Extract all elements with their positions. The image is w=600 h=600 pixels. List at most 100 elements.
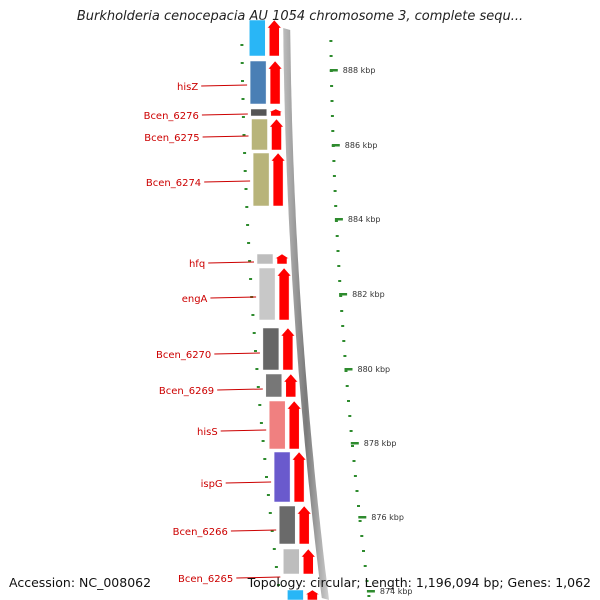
gene-arrow[interactable] bbox=[270, 152, 286, 207]
minor-tick bbox=[336, 250, 340, 252]
major-tick bbox=[366, 590, 375, 593]
gene-arrow[interactable] bbox=[291, 451, 307, 503]
inner-tick bbox=[261, 440, 265, 442]
minor-tick bbox=[348, 415, 352, 417]
minor-tick bbox=[342, 340, 346, 342]
gene-arrow[interactable] bbox=[296, 505, 312, 545]
inner-tick bbox=[246, 224, 250, 226]
cog-box bbox=[287, 589, 304, 600]
leader-line bbox=[214, 352, 260, 355]
inner-tick bbox=[245, 206, 249, 208]
minor-tick bbox=[332, 175, 336, 177]
kbp-label: 886 kbp bbox=[345, 141, 378, 150]
minor-tick bbox=[351, 445, 354, 447]
accession-text: Accession: NC_008062 bbox=[9, 575, 152, 590]
gene-label[interactable]: engA bbox=[182, 294, 208, 305]
inner-tick bbox=[259, 422, 263, 424]
minor-tick bbox=[335, 235, 339, 237]
gene-label[interactable]: Bcen_6270 bbox=[156, 350, 211, 361]
gene-label[interactable]: Bcen_6276 bbox=[144, 111, 199, 122]
gene-arrow[interactable] bbox=[276, 267, 292, 321]
kbp-label: 874 kbp bbox=[380, 587, 413, 596]
minor-tick bbox=[358, 520, 362, 522]
gene-arrow[interactable] bbox=[304, 589, 321, 600]
inner-tick bbox=[241, 80, 244, 82]
cog-box bbox=[250, 108, 268, 117]
gene-arrow[interactable] bbox=[268, 118, 285, 151]
kbp-label: 878 kbp bbox=[364, 439, 397, 448]
cog-box bbox=[249, 19, 266, 57]
minor-tick bbox=[367, 595, 371, 597]
gene-arrow[interactable] bbox=[283, 373, 299, 398]
leader-line bbox=[210, 296, 257, 299]
cog-box bbox=[258, 267, 276, 321]
inner-tick bbox=[247, 242, 251, 244]
major-tick bbox=[344, 368, 353, 371]
inner-tick bbox=[248, 260, 252, 262]
minor-tick bbox=[329, 40, 333, 42]
map-title: Burkholderia cenocepacia AU 1054 chromos… bbox=[76, 9, 524, 24]
gene-label[interactable]: Bcen_6269 bbox=[159, 386, 214, 397]
minor-tick bbox=[329, 55, 333, 57]
leader-line bbox=[236, 576, 281, 579]
leader-line bbox=[217, 388, 263, 391]
leader-line bbox=[208, 261, 255, 264]
topology-summary: Topology: circular; Length: 1,196,094 bp… bbox=[247, 575, 591, 590]
gene-label[interactable]: Bcen_6265 bbox=[178, 574, 233, 585]
gene-label[interactable]: hfq bbox=[189, 259, 205, 270]
gene-label[interactable]: hisS bbox=[197, 427, 218, 438]
backbone-band bbox=[283, 28, 329, 600]
leader-line bbox=[204, 180, 251, 183]
minor-tick bbox=[337, 265, 341, 267]
cog-box bbox=[262, 327, 280, 371]
minor-tick bbox=[334, 220, 338, 222]
cog-box bbox=[256, 253, 274, 265]
cog-box bbox=[278, 505, 296, 545]
minor-tick bbox=[333, 190, 337, 192]
major-tick bbox=[329, 69, 338, 72]
minor-tick bbox=[362, 550, 365, 552]
minor-tick bbox=[331, 130, 335, 132]
gene-arrow[interactable] bbox=[286, 400, 302, 450]
gene-arrow[interactable] bbox=[266, 19, 282, 57]
minor-tick bbox=[341, 325, 345, 327]
cog-box bbox=[251, 118, 268, 151]
gene-label[interactable]: hisZ bbox=[177, 82, 198, 93]
gene-arrow[interactable] bbox=[280, 327, 296, 371]
kbp-label: 880 kbp bbox=[358, 365, 391, 374]
minor-tick bbox=[338, 280, 342, 282]
minor-tick bbox=[330, 115, 334, 117]
minor-tick bbox=[332, 160, 336, 162]
kbp-label: 882 kbp bbox=[352, 290, 385, 299]
major-tick bbox=[339, 293, 348, 296]
minor-tick bbox=[339, 295, 343, 297]
inner-tick bbox=[241, 98, 245, 100]
minor-tick bbox=[340, 310, 344, 312]
inner-tick bbox=[249, 278, 253, 280]
gene-arrow[interactable] bbox=[300, 548, 316, 575]
inner-tick bbox=[270, 530, 274, 532]
kbp-label: 884 kbp bbox=[348, 215, 381, 224]
kbp-label: 888 kbp bbox=[343, 66, 376, 75]
gene-label[interactable]: Bcen_6266 bbox=[173, 527, 228, 538]
inner-tick bbox=[244, 188, 248, 190]
minor-tick bbox=[345, 385, 349, 387]
gene-arrow[interactable] bbox=[274, 253, 290, 265]
gene-label[interactable]: ispG bbox=[201, 479, 223, 490]
inner-tick bbox=[263, 458, 267, 460]
minor-tick bbox=[343, 355, 347, 357]
inner-tick bbox=[243, 152, 247, 154]
major-tick bbox=[358, 516, 367, 519]
leader-line bbox=[230, 529, 277, 532]
minor-tick bbox=[349, 430, 353, 432]
gene-arrow[interactable] bbox=[267, 60, 283, 105]
minor-tick bbox=[353, 475, 357, 477]
gene-arrow[interactable] bbox=[268, 108, 283, 117]
gene-label[interactable]: Bcen_6274 bbox=[146, 178, 201, 189]
inner-tick bbox=[268, 512, 272, 514]
leader-line bbox=[202, 135, 249, 138]
gene-label[interactable]: Bcen_6275 bbox=[144, 133, 199, 144]
major-tick bbox=[334, 218, 343, 221]
inner-tick bbox=[240, 62, 244, 64]
